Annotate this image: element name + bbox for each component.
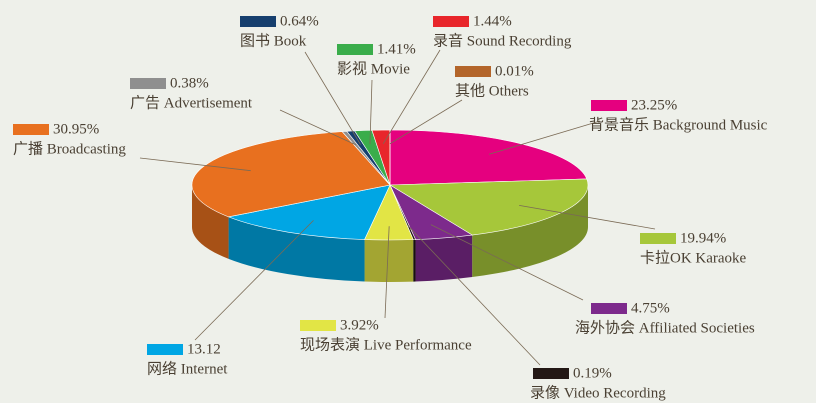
category-label: 海外协会 Affiliated Societies	[575, 319, 755, 336]
slice-side	[364, 239, 414, 282]
slice	[389, 129, 588, 186]
legend-swatch	[640, 233, 676, 244]
category-label: 影视 Movie	[337, 60, 410, 77]
leader-line	[519, 204, 656, 230]
leader-line	[488, 120, 601, 155]
leader-line	[139, 157, 251, 172]
category-label: 卡拉OK Karaoke	[640, 249, 747, 266]
value-label: 0.01%	[495, 63, 534, 79]
slice-side	[415, 235, 473, 282]
slice-side	[472, 185, 588, 278]
value-label: 13.12	[187, 341, 221, 357]
leader-line	[389, 99, 463, 145]
leader-line	[279, 109, 357, 146]
leader-line	[194, 220, 314, 341]
value-label: 0.38%	[170, 75, 209, 91]
legend-swatch	[337, 44, 373, 55]
legend-swatch	[13, 124, 49, 135]
leader-line	[369, 79, 373, 145]
leader-line	[384, 226, 390, 319]
leader-line	[382, 49, 441, 145]
category-label: 广播 Broadcasting	[13, 140, 126, 157]
legend-swatch	[300, 320, 336, 331]
leader-line	[304, 51, 361, 145]
category-label: 其他 Others	[455, 82, 529, 99]
legend-swatch	[433, 16, 469, 27]
legend-swatch	[240, 16, 276, 27]
category-label: 录像 Video Recording	[530, 384, 666, 401]
value-label: 19.94%	[680, 230, 726, 246]
category-label: 广告 Advertisement	[130, 94, 253, 111]
value-label: 1.41%	[377, 41, 416, 57]
value-label: 0.64%	[280, 13, 319, 29]
value-label: 3.92%	[340, 317, 379, 333]
value-label: 1.44%	[473, 13, 512, 29]
value-label: 0.19%	[573, 365, 612, 381]
value-label: 30.95%	[53, 121, 99, 137]
category-label: 背景音乐 Background Music	[589, 116, 768, 133]
category-label: 录音 Sound Recording	[433, 32, 572, 49]
slice-side	[192, 185, 229, 259]
slice-side	[228, 216, 365, 282]
leader-line	[430, 224, 584, 301]
legend-swatch	[147, 344, 183, 355]
legend-swatch	[130, 78, 166, 89]
category-label: 现场表演 Live Performance	[300, 336, 472, 353]
leader-line	[407, 225, 541, 366]
value-label: 4.75%	[631, 300, 670, 316]
slice-side	[413, 239, 416, 282]
legend-swatch	[533, 368, 569, 379]
value-label: 23.25%	[631, 97, 677, 113]
legend-swatch	[455, 66, 491, 77]
slice	[227, 184, 391, 240]
legend-swatch	[591, 100, 627, 111]
category-label: 网络 Internet	[147, 360, 228, 377]
slice	[388, 178, 589, 236]
category-label: 图书 Book	[240, 32, 307, 49]
legend-swatch	[591, 303, 627, 314]
slice	[191, 131, 391, 218]
